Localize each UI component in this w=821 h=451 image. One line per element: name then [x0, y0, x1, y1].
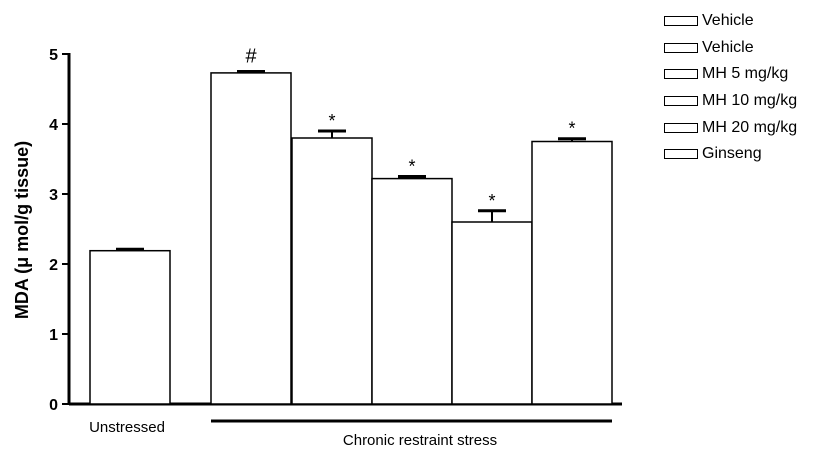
y-tick-label: 0 [49, 397, 58, 414]
significance-marker: # [245, 46, 257, 68]
group-label-unstressed: Unstressed [89, 419, 165, 436]
legend-swatch [664, 42, 698, 53]
legend: Vehicle Vehicle MH 5 mg/kg MH 10 mg/kg MH 20… [664, 8, 797, 168]
legend-label: MH 20 mg/kg [702, 118, 798, 136]
legend-item: Vehicle [664, 35, 797, 62]
legend-swatch [664, 69, 698, 80]
bar [371, 177, 453, 405]
legend-item: Ginseng [664, 141, 797, 168]
legend-label: Vehicle [702, 12, 754, 30]
y-tick-label: 5 [49, 47, 58, 64]
group-labels: Unstressed Chronic restraint stress [89, 419, 612, 449]
legend-item: MH 20 mg/kg [664, 114, 797, 141]
legend-label: MH 5 mg/kg [702, 65, 789, 83]
error-bars [116, 70, 586, 251]
group-label-chronic-stress: Chronic restraint stress [343, 432, 497, 449]
legend-item: MH 5 mg/kg [664, 61, 797, 88]
bar [451, 221, 533, 405]
significance-marker: * [408, 157, 415, 177]
legend-item: Vehicle [664, 8, 797, 35]
legend-swatch [664, 96, 698, 107]
y-tick-label: 1 [49, 327, 58, 344]
legend-swatch [664, 122, 698, 133]
y-tick-label: 4 [49, 117, 58, 134]
significance-marker: * [568, 119, 575, 139]
bar [89, 249, 171, 405]
legend-item: MH 10 mg/kg [664, 88, 797, 115]
significance-marker: * [488, 191, 495, 211]
y-axis-label: MDA (μ mol/g tissue) [12, 141, 32, 319]
bar [531, 140, 613, 405]
y-tick-label: 2 [49, 257, 58, 274]
bars [89, 72, 613, 405]
bar [210, 72, 292, 405]
annotations: # * * * * [245, 46, 575, 211]
legend-label: Vehicle [702, 38, 754, 56]
legend-label: Ginseng [702, 145, 762, 163]
bar [291, 137, 373, 405]
legend-swatch [664, 16, 698, 27]
significance-marker: * [328, 111, 335, 131]
y-tick-label: 3 [49, 187, 58, 204]
legend-swatch [664, 149, 698, 160]
legend-label: MH 10 mg/kg [702, 92, 798, 110]
